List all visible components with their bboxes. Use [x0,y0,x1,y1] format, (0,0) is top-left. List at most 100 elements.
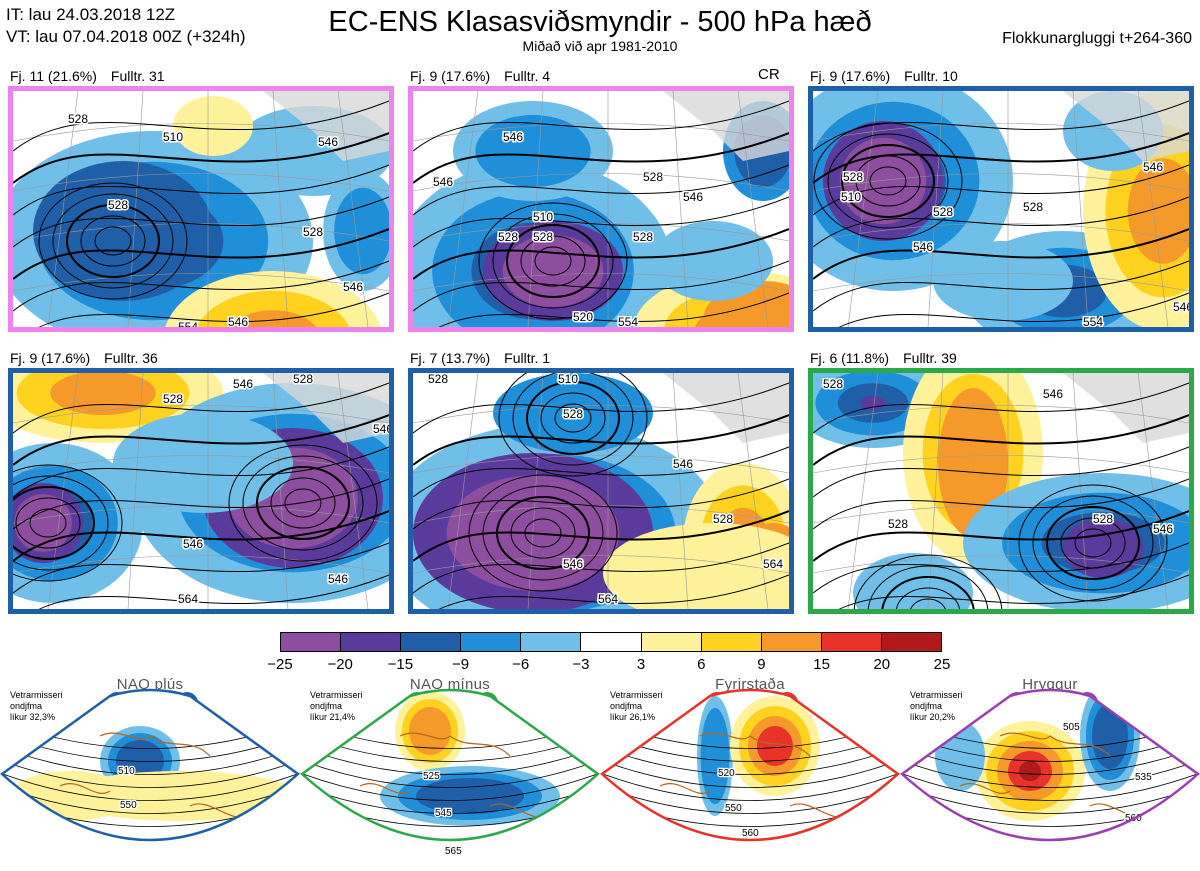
graticule-line [13,555,389,574]
contour-label: 546 [993,607,1013,609]
height-contour [1032,495,1154,591]
representative-member: Fulltr. 36 [104,350,158,366]
anomaly-shading [700,708,730,804]
contour-label: 546 [373,422,389,436]
contour-label: 546 [1153,522,1173,536]
height-contour [413,414,789,466]
colorbar-tick-label: 3 [636,656,646,673]
cluster-map: 528 510 528 546 528 546 564 564 [413,373,789,609]
height-contour [838,574,1189,609]
height-contour [902,746,1198,775]
coastline [99,732,211,757]
anomaly-shading [1063,518,1143,578]
graticule-line [847,91,879,327]
contour-label: 546 [1143,160,1163,174]
height-contour [413,382,789,434]
contour-label: 528 [933,205,953,219]
height-contour [1074,528,1112,558]
height-contour [853,554,1003,609]
regime-description-line: ondjfma [10,701,43,711]
height-contour [302,772,598,801]
regime-description: Vetrarmisseri ondjfma líkur 21,4% [310,690,363,723]
height-contour [13,486,95,560]
cluster-map: 546 528 528 546 546 564 546 [13,373,389,609]
contour-label: 560 [742,828,759,839]
height-contour [270,477,336,529]
height-contour [413,542,789,594]
coastline [59,783,111,794]
graticule-line [13,223,389,242]
contour-label: 564 [178,592,198,606]
regime-sector-border [300,688,600,842]
graticule-line [413,223,789,242]
contour-label: 546 [673,457,693,471]
contour-label: 528 [108,198,128,212]
contour-label: 528 [303,225,323,239]
colorbar-swatch [701,633,762,651]
height-contour [13,164,389,216]
anomaly-shading [334,187,389,275]
regime-description-line: ondjfma [310,701,343,711]
colorbar-swatch [341,633,402,651]
graticule-line [813,405,1189,424]
anomaly-shading [860,395,886,411]
graticule-line [413,555,789,574]
contour-label: 546 [328,572,348,586]
colorbar-tick-label: −20 [327,656,353,673]
cr-marker: CR [758,66,780,83]
representative-member: Fulltr. 10 [904,68,958,84]
regime-description-line: líkur 20,2% [910,712,956,722]
height-contour [242,455,364,551]
cluster-count: Fj. 11 (21.6%) [10,68,97,84]
contour-label: 528 [633,230,653,244]
height-contour [52,193,174,289]
anomaly-shading [933,241,1073,321]
page-title: EC-ENS Klasasviðsmyndir - 500 hPa hæð [328,6,872,38]
contour-label: 510 [841,190,861,204]
colorbar-tick-label: −15 [387,656,414,673]
height-contour [813,382,1189,434]
colorbar-swatch [761,633,822,651]
height-contour [2,785,298,814]
contour-label: 520 [573,310,593,324]
height-contour [602,746,898,775]
height-contour [506,224,600,298]
height-contour [492,213,614,309]
height-contour [38,292,389,327]
height-contour [13,228,389,280]
contour-label: 565 [445,846,462,857]
representative-member: Fulltr. 1 [504,350,551,366]
anomaly-shading [196,290,350,327]
height-contour [13,196,389,248]
contour-label: 546 [318,135,338,149]
contour-label: 528 [68,112,88,126]
graticule-line [813,455,1189,474]
anomaly-shading [113,413,293,513]
graticule-line [413,273,789,292]
regime-description-line: líkur 26,1% [610,712,656,722]
regime-sector-border [600,688,900,842]
graticule-line [127,373,144,609]
contour-label: 520 [718,768,735,779]
regime-sector-border [0,688,300,842]
coastline [999,732,1111,757]
valid-time: VT: lau 07.04.2018 00Z (+324h) [6,27,246,46]
graticule-line [927,91,944,327]
graticule-line [413,505,789,524]
contour-label: 546 [433,175,453,189]
height-contour [602,772,898,801]
contour-label: 510 [533,210,553,224]
height-contour [302,746,598,775]
height-contour [902,759,1198,788]
contour-label: 546 [233,377,253,391]
cluster-map-panel: 546 528 528 546 510 528 520 528 546 554 [408,86,794,332]
regime-description-line: Vetrarmisseri [310,690,363,700]
graticule-line [272,373,289,609]
graticule-line [813,223,1189,242]
colorbar-tick-label: −9 [451,656,470,673]
height-contour [867,565,989,609]
coastline [399,732,511,757]
graticule-line [813,555,1189,574]
coastline [699,732,811,757]
colorbar-tick-label: −25 [267,656,293,673]
